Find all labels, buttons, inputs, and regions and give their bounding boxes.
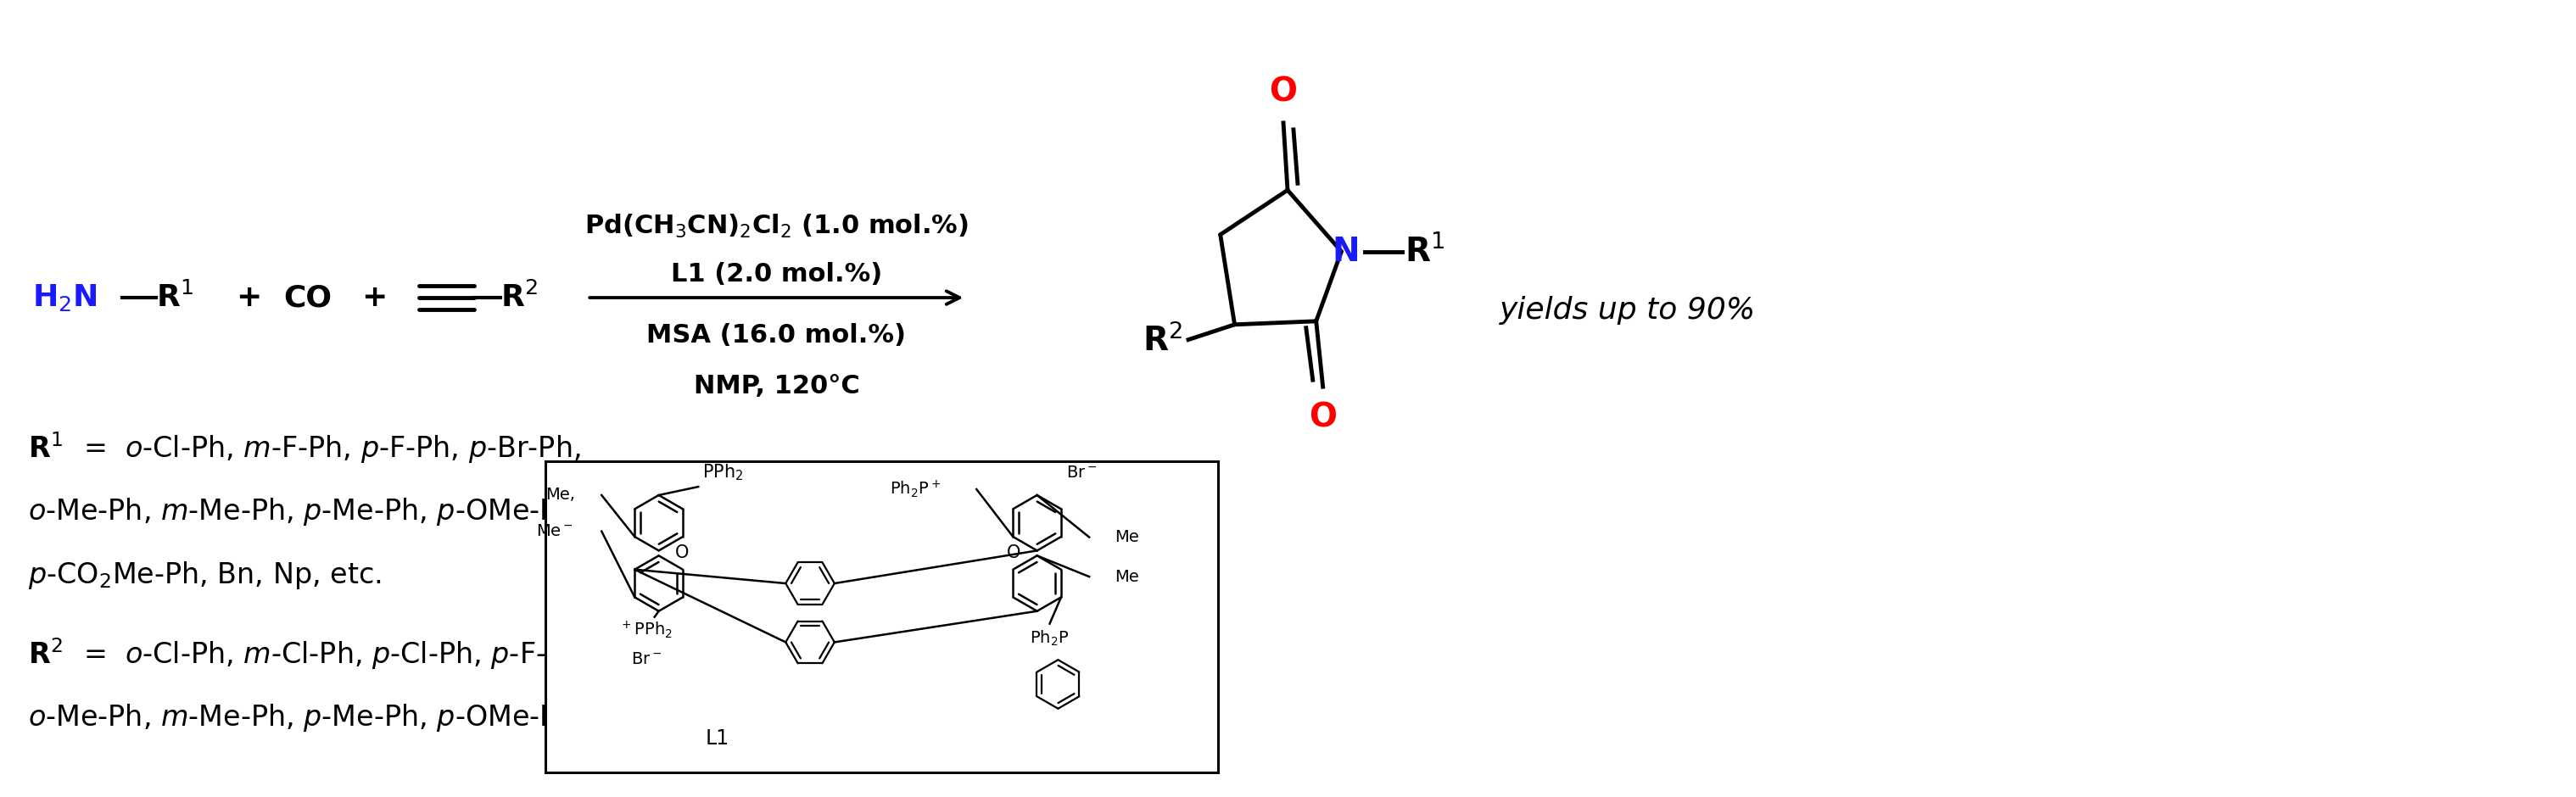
Text: N: N — [1332, 235, 1360, 268]
Text: R$^1$: R$^1$ — [1404, 235, 1445, 268]
Text: R$^1$: R$^1$ — [157, 282, 193, 313]
Text: O: O — [1007, 544, 1020, 562]
Text: L1 (2.0 mol.%): L1 (2.0 mol.%) — [670, 262, 881, 286]
Text: $p$-CO$_2$Me-Ph, Bn, Np, etc.: $p$-CO$_2$Me-Ph, Bn, Np, etc. — [28, 559, 381, 591]
Text: NMP, 120°C: NMP, 120°C — [693, 374, 860, 398]
Text: PPh$_2$: PPh$_2$ — [703, 462, 744, 482]
Text: R$^2$: R$^2$ — [500, 282, 538, 313]
Text: O: O — [675, 544, 690, 562]
Text: +: + — [361, 283, 386, 312]
Text: CO: CO — [283, 283, 332, 312]
Text: Ph$_2$P$^+$: Ph$_2$P$^+$ — [889, 479, 940, 500]
Text: Ph$_2$P: Ph$_2$P — [1030, 629, 1069, 647]
Text: $^+$PPh$_2$: $^+$PPh$_2$ — [618, 619, 672, 640]
Text: $o$-Me-Ph, $m$-Me-Ph, $p$-Me-Ph, $p$-OMe-Ph, etc.: $o$-Me-Ph, $m$-Me-Ph, $p$-Me-Ph, $p$-OMe… — [28, 702, 644, 733]
Text: R$^1$: R$^1$ — [28, 434, 62, 464]
Text: R$^2$: R$^2$ — [1144, 324, 1182, 358]
Text: +: + — [234, 283, 260, 312]
Text: Pd(CH$_3$CN)$_2$Cl$_2$ (1.0 mol.%): Pd(CH$_3$CN)$_2$Cl$_2$ (1.0 mol.%) — [585, 213, 969, 240]
Text: Me$^-$: Me$^-$ — [536, 523, 572, 540]
Text: MSA (16.0 mol.%): MSA (16.0 mol.%) — [647, 323, 907, 347]
Text: R$^2$: R$^2$ — [28, 640, 62, 669]
Text: yields up to 90%: yields up to 90% — [1499, 296, 1757, 324]
Text: L1: L1 — [706, 728, 729, 749]
Bar — [546, 461, 1218, 772]
Text: Br$^-$: Br$^-$ — [1066, 465, 1097, 481]
Text: $o$-Me-Ph, $m$-Me-Ph, $p$-Me-Ph, $p$-OMe-Ph,: $o$-Me-Ph, $m$-Me-Ph, $p$-Me-Ph, $p$-OMe… — [28, 497, 582, 528]
Text: H$_2$N: H$_2$N — [33, 282, 98, 313]
Text: O: O — [1270, 76, 1298, 108]
Text: Br$^-$: Br$^-$ — [631, 651, 662, 667]
Text: =  $o$-Cl-Ph, $m$-F-Ph, $p$-F-Ph, $p$-Br-Ph,: = $o$-Cl-Ph, $m$-F-Ph, $p$-F-Ph, $p$-Br-… — [82, 434, 580, 465]
Text: Me: Me — [1115, 529, 1139, 545]
Text: Me,: Me, — [546, 487, 574, 503]
Text: =  $o$-Cl-Ph, $m$-Cl-Ph, $p$-Cl-Ph, $p$-F-Ph, $p$-Br-Ph,: = $o$-Cl-Ph, $m$-Cl-Ph, $p$-Cl-Ph, $p$-F… — [82, 639, 711, 670]
Text: Me: Me — [1115, 568, 1139, 585]
Text: O: O — [1309, 402, 1337, 434]
